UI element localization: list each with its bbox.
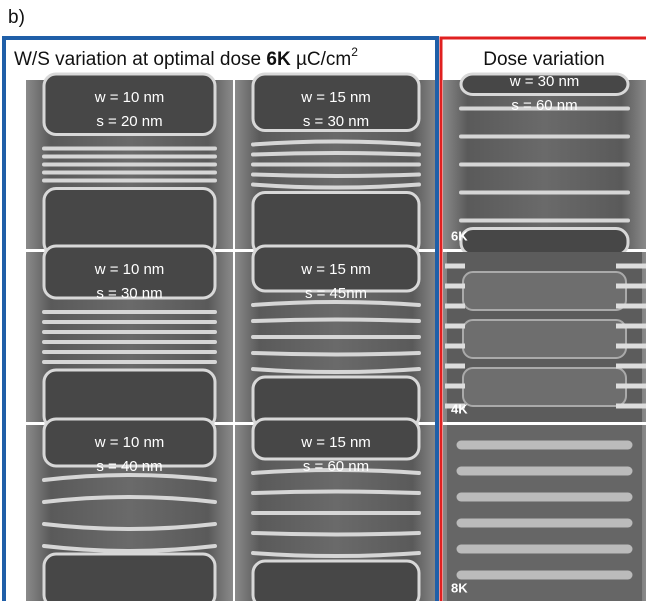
pad-bottom <box>253 561 419 601</box>
tile-label: w = 10 nm <box>94 261 165 278</box>
tile-label: w = 15 nm <box>300 261 371 278</box>
pad <box>463 320 626 358</box>
page: {"panel_label": "b)", "left": {"title_pr… <box>0 0 646 601</box>
title-sup: 2 <box>351 45 358 59</box>
pad-bottom <box>44 554 215 601</box>
grating-line <box>253 153 419 155</box>
title-unit: µC/cm <box>296 49 351 70</box>
pad <box>463 272 626 310</box>
right-title: Dose variation <box>483 49 604 70</box>
dose-label: 4K <box>451 401 468 416</box>
pad-bottom <box>461 229 628 256</box>
tile-label: w = 15 nm <box>300 434 371 451</box>
grating-line <box>253 353 419 355</box>
left-title: W/S variation at optimal dose 6K µC/cm2 <box>14 45 358 70</box>
title-prefix: W/S variation at optimal dose <box>14 49 261 70</box>
tile-label: s = 40 nm <box>96 458 162 475</box>
tile-label: w = 30 nm <box>509 73 580 90</box>
grating-line <box>253 492 419 494</box>
tiles: w = 10 nm s = 20 nm w = 15 nm s = 30 nm w = … <box>26 73 646 601</box>
dose-label: 6K <box>451 228 468 243</box>
panel-label: b) <box>8 7 25 28</box>
tile-label: s = 45nm <box>305 285 367 302</box>
tile-label: s = 30 nm <box>96 285 162 302</box>
tile-label: s = 60 nm <box>303 458 369 475</box>
dose-label: 8K <box>451 580 468 595</box>
title-bold: 6K <box>266 49 291 70</box>
pad <box>463 368 626 406</box>
tile-label: w = 10 nm <box>94 434 165 451</box>
grating-line <box>253 533 419 535</box>
grating-line <box>253 175 419 177</box>
figure: b) W/S variation at optimal dose 6K µC/c… <box>0 0 646 601</box>
tile-label: s = 30 nm <box>303 113 369 130</box>
tile-label: w = 10 nm <box>94 89 165 106</box>
tile-label: w = 15 nm <box>300 89 371 106</box>
grating-line <box>253 320 419 322</box>
tile-label: s = 60 nm <box>511 97 577 114</box>
tile-label: s = 20 nm <box>96 113 162 130</box>
